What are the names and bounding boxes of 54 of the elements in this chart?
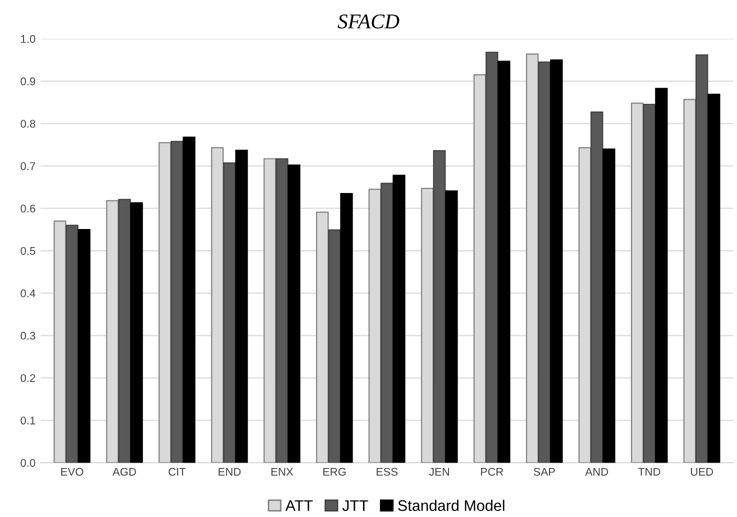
x-tick-label: ENX — [271, 468, 294, 476]
x-tick-label: END — [218, 468, 241, 476]
x-tick-label: AGD — [112, 468, 136, 476]
x-tick-label: ESS — [376, 468, 398, 476]
bar — [340, 192, 353, 463]
chart-title: SFACD — [338, 14, 400, 28]
y-tick-label: 0.0 — [20, 458, 36, 467]
bar — [708, 94, 720, 463]
bar — [486, 52, 498, 463]
bar — [602, 148, 616, 463]
y-tick-label: 0.5 — [20, 247, 36, 255]
bar — [643, 104, 656, 463]
x-tick-label: PCR — [481, 468, 504, 476]
legend-label: Standard Model — [398, 500, 504, 512]
x-tick-label: UED — [690, 468, 714, 476]
bar — [235, 150, 248, 463]
y-tick-label: 0.1 — [20, 416, 36, 424]
bar — [182, 136, 196, 463]
bar — [288, 164, 300, 463]
bar — [328, 229, 341, 463]
legend-label: JTT — [342, 500, 368, 512]
bar — [590, 112, 604, 463]
y-tick-label: 0.8 — [20, 120, 36, 128]
y-tick-label: 0.3 — [20, 332, 36, 340]
bar — [78, 228, 90, 463]
y-tick-label: 0.7 — [20, 162, 36, 170]
bar — [498, 60, 510, 463]
bar — [276, 158, 288, 463]
y-tick-label: 0.6 — [20, 204, 36, 212]
x-tick-label: CIT — [168, 468, 186, 476]
legend-label: ATT — [285, 500, 313, 511]
y-tick-label: 0.4 — [20, 289, 36, 298]
bar — [655, 88, 668, 463]
bar — [392, 174, 406, 463]
y-tick-label: 1.0 — [21, 35, 36, 43]
x-tick-label: TND — [638, 468, 660, 476]
bar — [130, 202, 143, 463]
y-tick-label: 0.2 — [20, 374, 36, 382]
bar — [550, 59, 563, 463]
bar — [223, 162, 236, 463]
bar — [445, 190, 458, 463]
bar — [380, 182, 394, 463]
bar — [66, 224, 78, 463]
x-tick-label: JEN — [429, 468, 449, 476]
bar — [695, 54, 708, 463]
x-tick-label: AND — [585, 468, 608, 476]
bar — [118, 198, 131, 463]
bar — [538, 62, 551, 463]
x-tick-label: EVO — [61, 468, 84, 476]
bar — [170, 140, 184, 463]
x-tick-label: ERG — [323, 468, 346, 476]
y-tick-label: 0.9 — [20, 77, 36, 86]
x-tick-label: SAP — [534, 468, 555, 476]
bar — [433, 150, 446, 463]
